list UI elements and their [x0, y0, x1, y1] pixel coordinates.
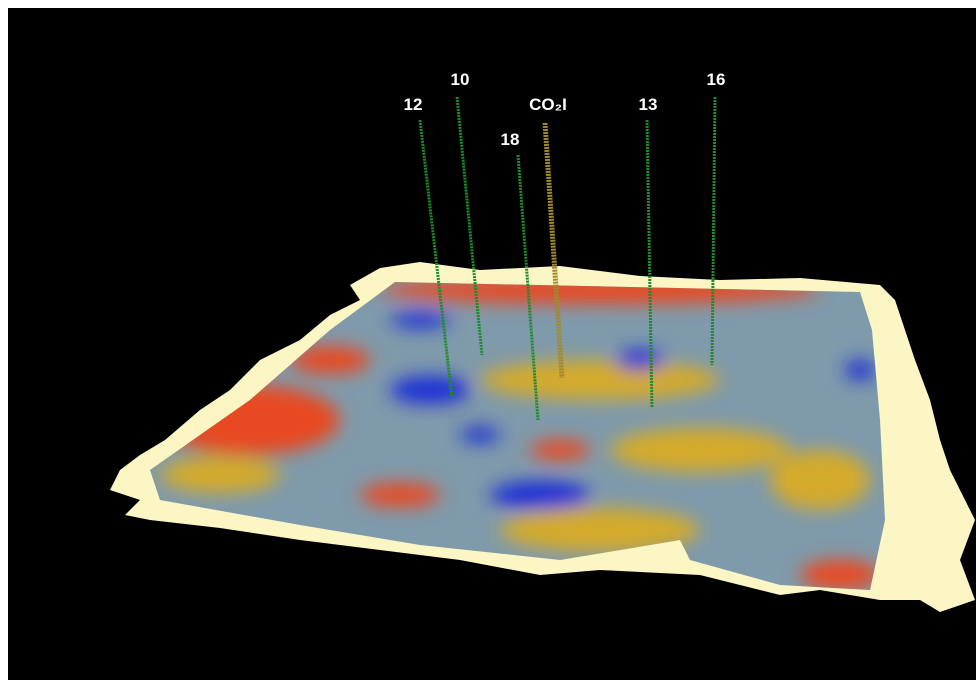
- well-label: 16: [707, 70, 726, 89]
- viewport: 12 10 18 CO₂I 13 16: [0, 0, 976, 687]
- well-label: 10: [451, 70, 470, 89]
- well-label: CO₂I: [529, 95, 567, 114]
- page: 12 10 18 CO₂I 13 16 (() => { const data …: [0, 0, 976, 687]
- well-label: 13: [639, 95, 658, 114]
- well-label: 18: [501, 130, 520, 149]
- well-label: 12: [404, 95, 423, 114]
